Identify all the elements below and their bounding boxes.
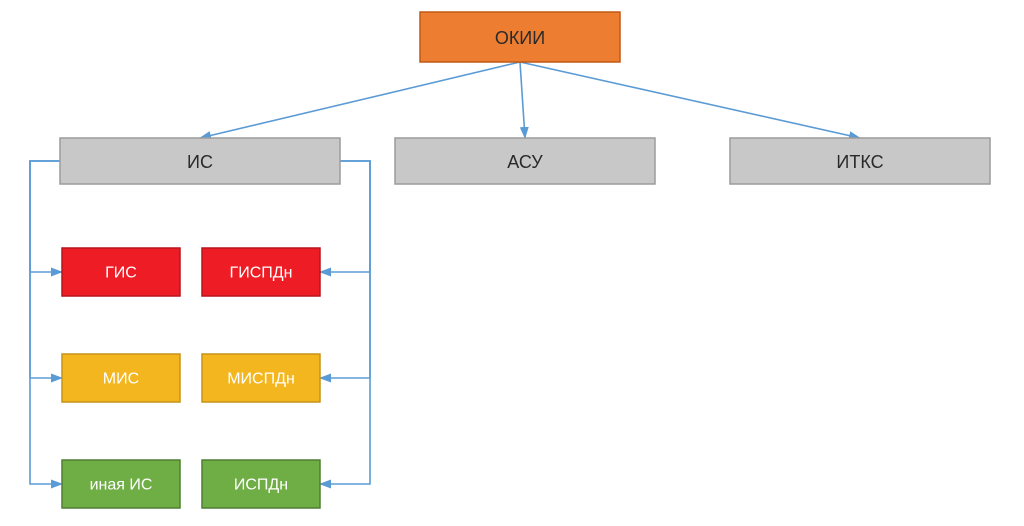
- node-otheris-label: иная ИС: [90, 477, 153, 494]
- edge-is-otheris: [30, 161, 62, 484]
- nodes-layer: ОКИИ ИС АСУ ИТКС ГИС ГИСПДн МИС МИСПДн иная ИС ИС…: [60, 12, 990, 508]
- edge-is-ispdn: [320, 161, 370, 484]
- node-otheris: иная ИС: [62, 460, 180, 508]
- node-gispdn: ГИСПДн: [202, 248, 320, 296]
- node-asu-label: АСУ: [507, 152, 543, 172]
- node-gispdn-label: ГИСПДн: [230, 265, 293, 282]
- node-is-label: ИС: [187, 152, 213, 172]
- node-itks: ИТКС: [730, 138, 990, 184]
- edge-root-is: [200, 62, 520, 138]
- node-root: ОКИИ: [420, 12, 620, 62]
- node-ispdn-label: ИСПДн: [234, 477, 288, 494]
- node-gis-label: ГИС: [105, 265, 137, 282]
- node-ispdn: ИСПДн: [202, 460, 320, 508]
- edge-is-mispdn: [320, 161, 370, 378]
- edge-root-asu: [520, 62, 525, 138]
- node-root-label: ОКИИ: [495, 28, 545, 48]
- node-mis-label: МИС: [103, 371, 139, 388]
- node-mispdn: МИСПДн: [202, 354, 320, 402]
- diagram-canvas: ОКИИ ИС АСУ ИТКС ГИС ГИСПДн МИС МИСПДн иная ИС ИС…: [0, 0, 1024, 526]
- node-itks-label: ИТКС: [836, 152, 883, 172]
- node-mis: МИС: [62, 354, 180, 402]
- node-asu: АСУ: [395, 138, 655, 184]
- edge-is-gis: [30, 161, 62, 272]
- node-mispdn-label: МИСПДн: [227, 371, 295, 388]
- node-is: ИС: [60, 138, 340, 184]
- node-gis: ГИС: [62, 248, 180, 296]
- edge-root-itks: [520, 62, 860, 138]
- edge-is-mis: [30, 161, 62, 378]
